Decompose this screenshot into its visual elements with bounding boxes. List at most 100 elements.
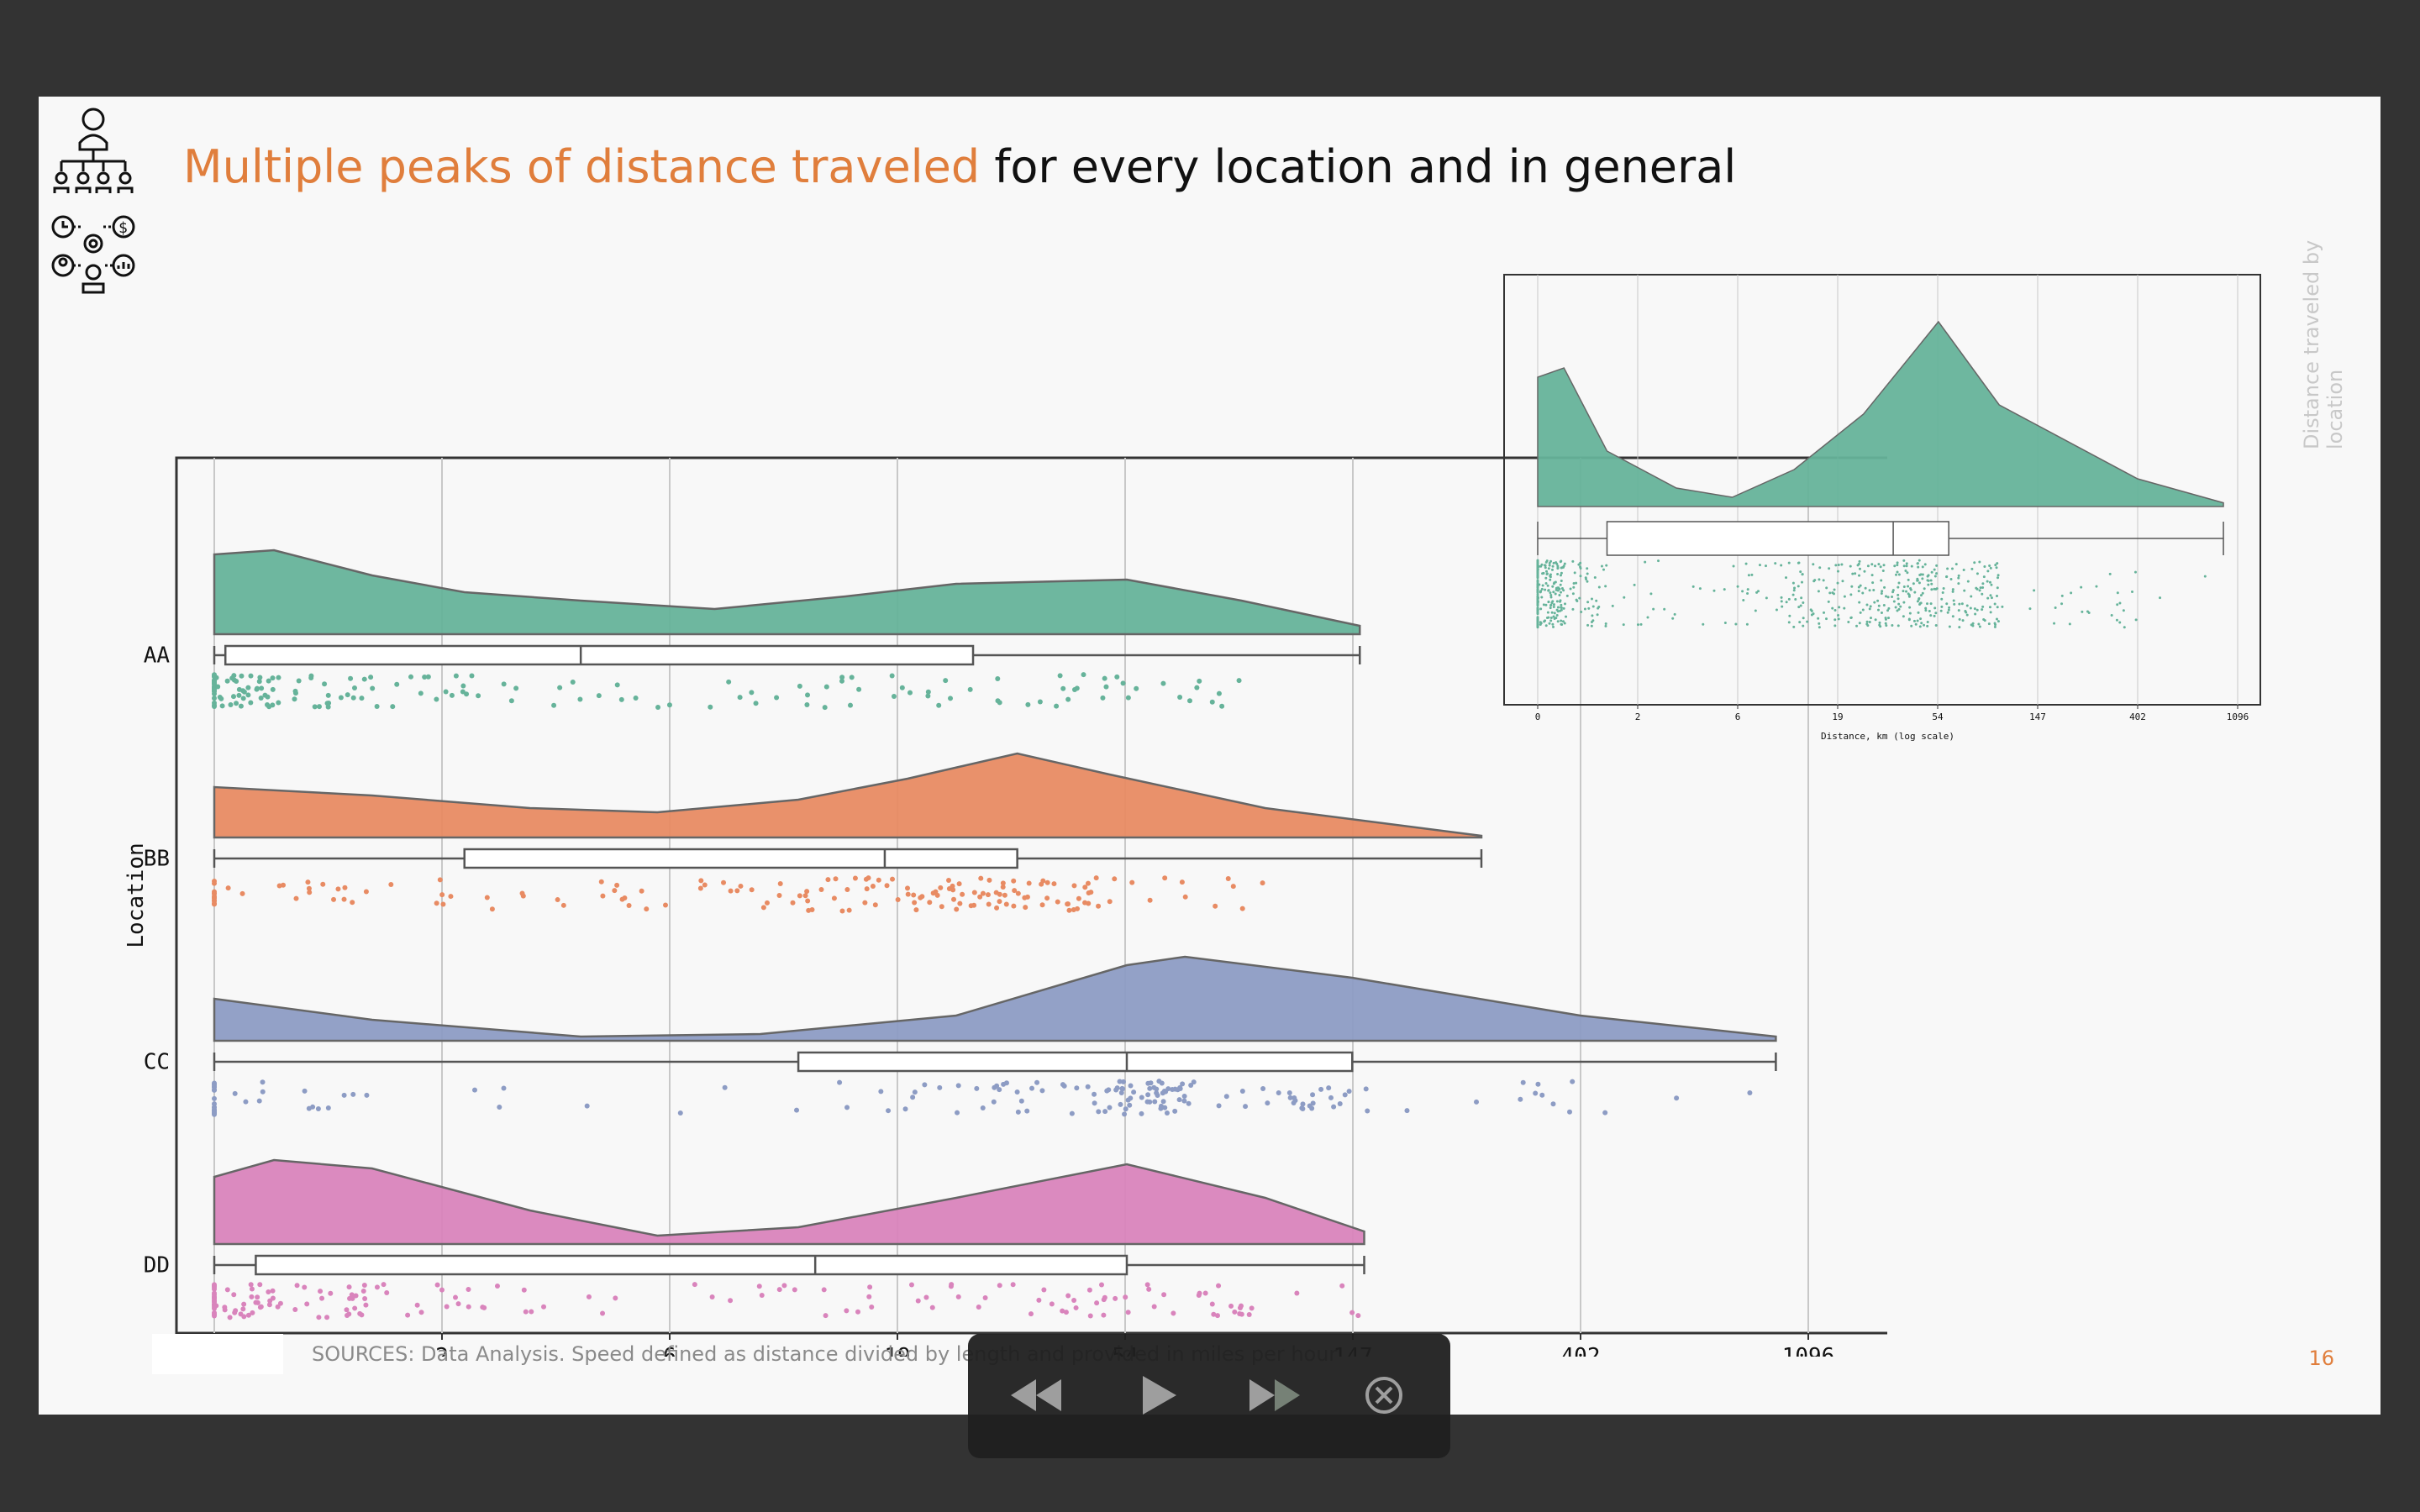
data-point [919, 894, 925, 900]
data-point [1902, 590, 1905, 593]
y-category-label: CC [144, 1050, 170, 1075]
data-point [1560, 622, 1563, 626]
data-point [1918, 559, 1921, 562]
data-point [1921, 591, 1924, 595]
data-point [790, 900, 796, 906]
data-point [1223, 1094, 1229, 1100]
data-point [1747, 1090, 1753, 1096]
data-point [1904, 570, 1907, 573]
data-point [1540, 563, 1544, 566]
data-point [1854, 572, 1857, 575]
data-point [266, 1289, 271, 1295]
data-point [1880, 579, 1883, 582]
data-point [1859, 584, 1862, 587]
data-point [1981, 585, 1985, 589]
data-point [1833, 624, 1837, 627]
data-point [818, 886, 824, 892]
data-point [1182, 894, 1188, 900]
data-point [2116, 591, 2119, 595]
data-point [899, 685, 905, 690]
data-point [1946, 567, 1949, 570]
data-point [1239, 1089, 1245, 1095]
data-point [1131, 1089, 1137, 1095]
data-point [1970, 567, 1974, 570]
rewind-button[interactable] [998, 1359, 1074, 1431]
data-point [1544, 566, 1547, 570]
play-button[interactable] [1119, 1359, 1195, 1431]
data-point [1536, 575, 1539, 578]
data-point [249, 1294, 255, 1299]
data-point [655, 704, 661, 710]
inset-raincloud-chart: 0 2 6 19 54 147 402 1096 Distance, km (log scale… [1501, 271, 2291, 775]
data-point [1128, 1083, 1134, 1089]
data-point [1230, 884, 1236, 890]
data-point [444, 1304, 450, 1310]
data-point [234, 678, 239, 684]
data-point [1891, 596, 1894, 599]
fast-forward-button[interactable] [1237, 1359, 1313, 1431]
data-point [1075, 906, 1081, 911]
data-point [1857, 585, 1860, 589]
data-point [1843, 595, 1846, 598]
data-point [1022, 895, 1028, 900]
y-axis-label: Location [124, 843, 149, 948]
data-point [1146, 1286, 1152, 1292]
data-point [245, 1312, 251, 1318]
data-point [1652, 607, 1655, 611]
data-point [823, 684, 829, 690]
data-point [294, 1283, 300, 1289]
data-point [353, 1293, 359, 1299]
x-tick-label: 402 [2129, 711, 2146, 722]
data-point [1646, 616, 1649, 619]
data-point [1973, 607, 1976, 611]
data-point [2054, 606, 2057, 609]
data-point [1884, 622, 1887, 625]
data-point [1544, 588, 1547, 591]
data-point [1023, 905, 1028, 911]
data-point [1542, 603, 1545, 606]
data-point [316, 1315, 322, 1320]
data-point [2123, 626, 2126, 629]
data-point [350, 695, 356, 701]
data-point [644, 906, 650, 912]
data-point [1536, 596, 1539, 600]
data-point [1186, 698, 1192, 704]
data-point [1571, 607, 1575, 611]
data-point [1962, 568, 1965, 571]
data-point [1918, 596, 1921, 600]
data-point [331, 896, 337, 902]
data-point [1520, 1079, 1526, 1085]
data-point [1069, 1110, 1075, 1116]
data-point [234, 701, 239, 706]
data-point [1565, 594, 1569, 597]
data-point [1122, 1111, 1128, 1117]
data-point [277, 1300, 283, 1306]
data-point [1540, 587, 1544, 591]
data-point [308, 675, 314, 680]
data-point [460, 689, 466, 695]
data-point [1339, 1283, 1345, 1289]
data-point [1787, 561, 1791, 564]
data-point [1214, 1313, 1220, 1319]
data-point [908, 690, 913, 696]
data-point [1054, 703, 1060, 709]
data-point [1300, 1105, 1306, 1111]
data-point [1828, 567, 1831, 570]
data-point [1569, 587, 1572, 591]
data-point [872, 902, 878, 908]
data-point [1579, 561, 1582, 564]
data-point [1851, 572, 1854, 575]
data-point [734, 888, 740, 894]
data-point [452, 1294, 458, 1300]
close-button[interactable] [1346, 1359, 1422, 1431]
data-point [1073, 1305, 1079, 1310]
data-point [1191, 1079, 1197, 1085]
data-point [1988, 564, 1991, 568]
data-point [1741, 590, 1744, 593]
data-point [955, 1294, 961, 1299]
data-point [878, 1089, 884, 1095]
data-point [1118, 1089, 1124, 1095]
data-point [212, 1305, 217, 1311]
data-point [296, 678, 302, 684]
data-point [1673, 612, 1676, 616]
